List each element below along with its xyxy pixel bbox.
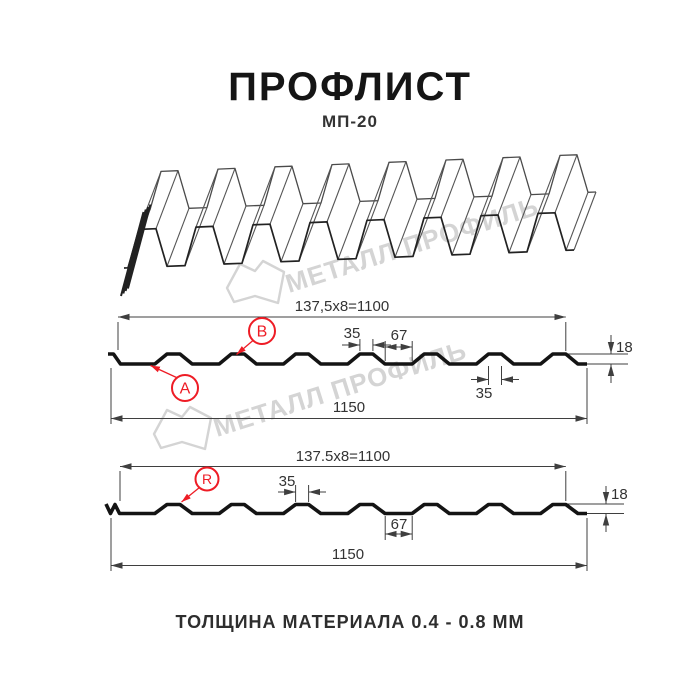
watermark-brand-text: МЕТАЛЛ ПРОФИЛЬ xyxy=(210,335,471,443)
sheet-rib-line xyxy=(526,193,550,253)
sheet-rib-line xyxy=(280,203,304,262)
dim-label-valley-s1: 67 xyxy=(391,327,408,344)
sheet-front-edge xyxy=(123,211,575,269)
sheet-rib-line xyxy=(155,170,179,229)
cross-section-profiles xyxy=(104,352,587,516)
sheet-rib-line xyxy=(166,208,190,267)
sheet-rib-line xyxy=(440,159,464,218)
sheet-rib-line xyxy=(469,195,493,255)
callout-b-letter: B xyxy=(257,324,268,341)
sheet-rib-line xyxy=(554,154,578,213)
sheet-rib-line xyxy=(298,202,322,262)
callout-a-circle xyxy=(171,374,199,402)
callout-b-leader xyxy=(236,340,254,355)
dim-label-pitch-s2: 137.5x8=1100 xyxy=(296,448,390,465)
sheet-cut-edge xyxy=(124,206,150,292)
sheet-rib-line xyxy=(412,198,436,257)
dim-label-crest-bottom-s1: 35 xyxy=(476,385,493,402)
sheet-cut-edge xyxy=(126,204,152,289)
callout-a: A xyxy=(150,364,199,402)
callout-r-leader xyxy=(181,486,200,503)
dim-label-total-width-s1: 1150 xyxy=(333,399,365,416)
section2-profile xyxy=(104,502,587,516)
dim-label-pitch-s1: 137,5x8=1100 xyxy=(295,298,389,315)
sheet-rib-line xyxy=(383,161,407,220)
dimension-lines xyxy=(110,313,628,571)
sheet-rib-line xyxy=(223,205,247,265)
sheet-rib-line xyxy=(480,157,504,216)
callout-r-circle xyxy=(194,466,220,492)
dim-label-height-s1: 18 xyxy=(616,339,633,356)
section1-profile xyxy=(108,352,587,366)
dim-label-height-s2: 18 xyxy=(611,486,628,503)
watermark-brand-text: МЕТАЛЛ ПРОФИЛЬ xyxy=(282,191,543,299)
sheet-rib-line xyxy=(309,164,333,223)
sheet-rib-line xyxy=(451,196,475,256)
sheet-cut-edge xyxy=(120,211,145,297)
sheet-rib-line xyxy=(565,192,589,251)
sheet-rib-line xyxy=(212,168,236,227)
sheet-rib-line xyxy=(394,198,418,258)
sheet-rib-line xyxy=(497,156,521,216)
sheet-rib-line xyxy=(195,168,219,228)
sheet-rib-line xyxy=(269,165,293,225)
sheet-rib-line xyxy=(241,205,265,264)
callout-b: B xyxy=(236,317,276,355)
brand-logo-icon xyxy=(152,405,213,451)
callout-b-circle xyxy=(248,317,276,345)
sheet-rib-line xyxy=(326,163,350,223)
sheet-rib-line xyxy=(423,159,447,219)
sheet-3d-view xyxy=(120,154,597,297)
sheet-rib-line xyxy=(184,207,208,266)
sheet-rib-line xyxy=(508,194,532,253)
page-subtitle: МП-20 xyxy=(322,112,378,131)
dim-label-crest-top-s1: 35 xyxy=(344,325,361,342)
dim-label-crest-s2: 35 xyxy=(279,473,296,490)
sheet-rib-line xyxy=(537,155,561,214)
brand-logo-icon xyxy=(225,259,286,305)
sheet-back-edge xyxy=(145,154,597,211)
sheet-rib-line xyxy=(337,201,361,260)
sheet-rib-line xyxy=(355,200,379,259)
dim-label-total-width-s2: 1150 xyxy=(332,546,364,563)
sheet-cut-edge xyxy=(122,209,147,294)
sheet-rib-line xyxy=(366,162,390,221)
callout-r: R xyxy=(181,466,220,503)
callout-r-letter: R xyxy=(202,471,212,487)
page-title: ПРОФЛИСТ xyxy=(228,65,472,109)
callout-a-letter: A xyxy=(180,381,191,398)
sheet-rib-line xyxy=(252,166,276,226)
sheet-rib-line xyxy=(573,191,597,251)
callout-a-leader xyxy=(150,364,177,379)
material-thickness-note: ТОЛЩИНА МАТЕРИАЛА 0.4 - 0.8 ММ xyxy=(176,612,525,632)
dim-label-valley-s2: 67 xyxy=(391,516,408,533)
